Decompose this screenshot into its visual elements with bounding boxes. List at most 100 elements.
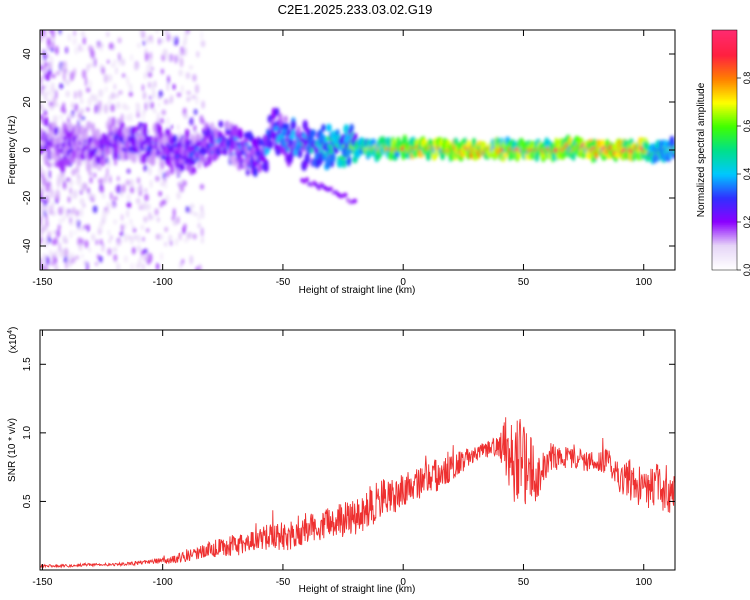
colorbar-step bbox=[712, 38, 737, 41]
spectrogram-noise-cell bbox=[71, 191, 75, 200]
spectrogram-noise-cell bbox=[145, 52, 149, 62]
spectrogram-noise-cell bbox=[162, 48, 168, 57]
spectrogram-noise-cell bbox=[174, 238, 179, 246]
spectrogram-noise-cell bbox=[45, 214, 48, 224]
colorbar-step bbox=[712, 228, 737, 231]
snr-series-line bbox=[40, 417, 675, 569]
colorbar-ticks: 0.0 0.2 0.4 0.6 0.8 bbox=[737, 72, 750, 276]
spectrogram-noise-cell bbox=[125, 114, 130, 122]
colorbar-step bbox=[712, 128, 737, 131]
colorbar-step bbox=[712, 154, 737, 157]
spectrogram-heatmap bbox=[40, 30, 675, 270]
spectrogram-noise-cell bbox=[200, 30, 203, 41]
spectrogram-noise-cell bbox=[143, 72, 147, 80]
spectrogram-noise-cell bbox=[110, 103, 116, 113]
spectrogram-noise-cell bbox=[79, 207, 84, 218]
spectrogram-noise-cell bbox=[43, 264, 49, 270]
spectrogram-noise-cell bbox=[128, 91, 133, 97]
colorbar-step bbox=[712, 94, 737, 97]
snr-multiplier-exponent: 4 bbox=[7, 330, 14, 334]
colorbar-step bbox=[712, 180, 737, 183]
spectrogram-noise-cell bbox=[164, 194, 170, 203]
spectrogram-noise-cell bbox=[91, 194, 96, 200]
spectrogram-noise-cell bbox=[125, 179, 131, 186]
spectrogram-noise-cell bbox=[62, 181, 67, 189]
spectrogram-noise-cell bbox=[185, 206, 191, 213]
spectrogram-noise-cell bbox=[75, 217, 78, 227]
spectrogram-noise-cell bbox=[189, 203, 195, 209]
colorbar-step bbox=[712, 144, 737, 147]
spectrogram-noise-cell bbox=[88, 171, 93, 176]
colorbar-step bbox=[712, 124, 737, 127]
spectrogram-noise-cell bbox=[199, 183, 205, 190]
spectrogram-noise-cell bbox=[82, 203, 86, 208]
spectrogram-noise-cell bbox=[95, 239, 99, 246]
spectrogram-ridge-cell bbox=[222, 146, 228, 156]
spectrogram-noise-cell bbox=[71, 168, 76, 176]
colorbar-tick-label: 0.2 bbox=[742, 216, 750, 229]
spectrogram-noise-cell bbox=[130, 218, 132, 225]
spectrogram-noise-cell bbox=[40, 64, 43, 72]
spectrogram-noise-cell bbox=[142, 263, 145, 270]
colorbar-step bbox=[712, 232, 737, 235]
colorbar-step bbox=[712, 152, 737, 155]
colorbar-step bbox=[712, 162, 737, 165]
snr-x-tick-label: -150 bbox=[32, 577, 52, 588]
spectrogram-noise-cell bbox=[40, 177, 44, 185]
spectrogram-noise-cell bbox=[113, 59, 117, 64]
spectrogram-noise-cell bbox=[171, 215, 176, 221]
spectrogram-noise-cell bbox=[91, 62, 94, 68]
spectrogram-noise-cell bbox=[183, 47, 187, 57]
spectrogram-ridge-cell bbox=[160, 154, 166, 160]
colorbar-step bbox=[712, 252, 737, 255]
spectrogram-x-tick-label: -50 bbox=[276, 277, 291, 288]
spectrogram-noise-cell bbox=[126, 168, 131, 174]
spectrogram-noise-cell bbox=[62, 235, 68, 244]
spectrogram-noise-cell bbox=[84, 239, 89, 249]
spectrogram-noise-cell bbox=[101, 67, 105, 75]
spectrogram-noise-cell bbox=[189, 95, 192, 102]
spectrogram-noise-cell bbox=[78, 43, 81, 53]
spectrogram-noise-cell bbox=[122, 103, 127, 110]
spectrogram-noise-cell bbox=[149, 95, 152, 100]
colorbar-step bbox=[712, 84, 737, 87]
spectrogram-ridge-cell bbox=[44, 116, 49, 128]
spectrogram-noise-cell bbox=[60, 177, 64, 183]
spectrogram-noise-cell bbox=[113, 253, 118, 262]
spectrogram-noise-cell bbox=[48, 169, 51, 180]
spectrogram-noise-cell bbox=[75, 255, 80, 260]
colorbar-step bbox=[712, 80, 737, 83]
spectrogram-ridge-cell bbox=[151, 150, 157, 160]
snr-x-tick-label: 100 bbox=[635, 577, 652, 588]
colorbar-step bbox=[712, 96, 737, 99]
colorbar-step bbox=[712, 206, 737, 209]
spectrogram-ridge-cell bbox=[263, 163, 269, 173]
colorbar-step bbox=[712, 150, 737, 153]
spectrogram-noise-cell bbox=[108, 95, 113, 100]
colorbar-step bbox=[712, 88, 737, 91]
colorbar-step bbox=[712, 244, 737, 247]
spectrogram-noise-cell bbox=[182, 180, 187, 187]
colorbar-step bbox=[712, 196, 737, 199]
spectrogram-noise-cell bbox=[55, 102, 59, 108]
spectrogram-noise-cell bbox=[83, 224, 87, 230]
spectrogram-noise-cell bbox=[166, 116, 170, 126]
spectrogram-noise-cell bbox=[97, 165, 102, 171]
spectrogram-noise-cell bbox=[58, 218, 63, 224]
spectrogram-x-tick-label: 50 bbox=[518, 277, 530, 288]
spectrogram-ridge-cell bbox=[165, 142, 170, 148]
colorbar-step bbox=[712, 60, 737, 63]
spectrogram-noise-cell bbox=[75, 209, 80, 217]
spectrogram-noise-cell bbox=[82, 36, 86, 45]
colorbar-step bbox=[712, 160, 737, 163]
spectrogram-noise-cell bbox=[200, 134, 204, 139]
spectrogram-noise-cell bbox=[103, 103, 109, 114]
spectrogram-noise-cell bbox=[147, 99, 150, 109]
spectrogram-noise-cell bbox=[40, 257, 43, 266]
spectrogram-noise-cell bbox=[98, 255, 103, 263]
spectrogram-noise-cell bbox=[43, 169, 46, 179]
spectrogram-noise-cell bbox=[97, 100, 102, 109]
spectrogram-noise-cell bbox=[146, 35, 149, 45]
spectrogram-noise-cell bbox=[183, 113, 189, 120]
spectrogram-ridge-cell bbox=[122, 126, 129, 135]
